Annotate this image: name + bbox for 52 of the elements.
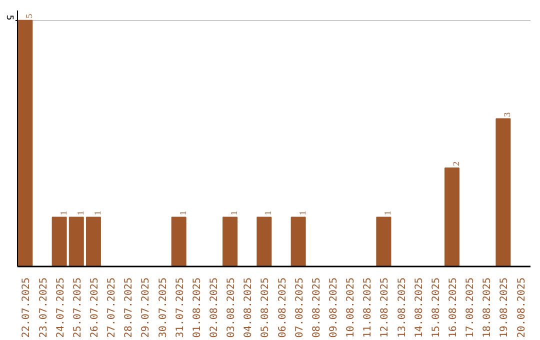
x-tick-label: 07.08.2025 — [294, 277, 306, 338]
x-tick-label: 14.08.2025 — [414, 277, 425, 338]
data-label: 1 — [92, 210, 102, 216]
x-tick-label: 20.08.2025 — [516, 277, 528, 338]
x-tick-label: 26.07.2025 — [89, 277, 100, 338]
data-label: 1 — [382, 210, 393, 216]
x-tick-label: 30.07.2025 — [158, 277, 169, 338]
x-tick-label: 03.08.2025 — [226, 277, 238, 338]
data-label: 1 — [263, 210, 274, 216]
data-label: 1 — [75, 210, 86, 216]
x-tick-label: 28.07.2025 — [124, 277, 135, 338]
data-label: 1 — [58, 210, 68, 216]
bar — [256, 216, 272, 266]
bar — [444, 168, 460, 266]
x-tick-label: 06.08.2025 — [277, 277, 288, 338]
x-tick-label: 17.08.2025 — [465, 277, 476, 338]
x-tick-label: 18.08.2025 — [482, 277, 494, 338]
bar — [68, 216, 84, 266]
x-tick-label: 08.08.2025 — [311, 277, 322, 338]
x-tick-label: 11.08.2025 — [362, 277, 374, 338]
bar — [171, 216, 186, 266]
x-tick-label: 24.07.2025 — [55, 277, 66, 338]
x-tick-label: 27.07.2025 — [106, 277, 118, 338]
bar — [376, 216, 392, 266]
data-label: 3 — [502, 112, 512, 117]
x-tick-label: 23.07.2025 — [38, 277, 50, 338]
x-tick-label: 04.08.2025 — [243, 277, 254, 338]
x-tick-label: 13.08.2025 — [396, 277, 408, 338]
x-tick-label: 25.07.2025 — [72, 277, 84, 338]
x-tick-label: 29.07.2025 — [140, 277, 152, 338]
x-tick-label: 16.08.2025 — [448, 277, 459, 338]
x-tick-label: 22.07.2025 — [21, 277, 32, 338]
bar — [290, 216, 306, 266]
data-label: 1 — [229, 210, 240, 216]
x-tick-label: 10.08.2025 — [346, 277, 357, 338]
bar — [222, 216, 238, 266]
data-label: 1 — [297, 210, 308, 216]
x-tick-label: 02.08.2025 — [208, 277, 220, 338]
x-tick-label: 09.08.2025 — [328, 277, 340, 338]
x-tick-label: 31.07.2025 — [174, 277, 186, 338]
bar — [86, 216, 101, 266]
data-label: 2 — [450, 162, 461, 166]
x-tick-label: 12.08.2025 — [380, 277, 391, 338]
bar — [496, 118, 511, 266]
x-tick-label: 05.08.2025 — [260, 277, 272, 338]
bar — [52, 216, 67, 266]
data-label: 5 — [24, 13, 34, 18]
data-label: 1 — [178, 210, 188, 216]
x-tick-label: 19.08.2025 — [499, 277, 510, 338]
x-tick-label: 15.08.2025 — [430, 277, 442, 338]
bar — [18, 20, 33, 266]
x-tick-label: 01.08.2025 — [192, 277, 203, 338]
